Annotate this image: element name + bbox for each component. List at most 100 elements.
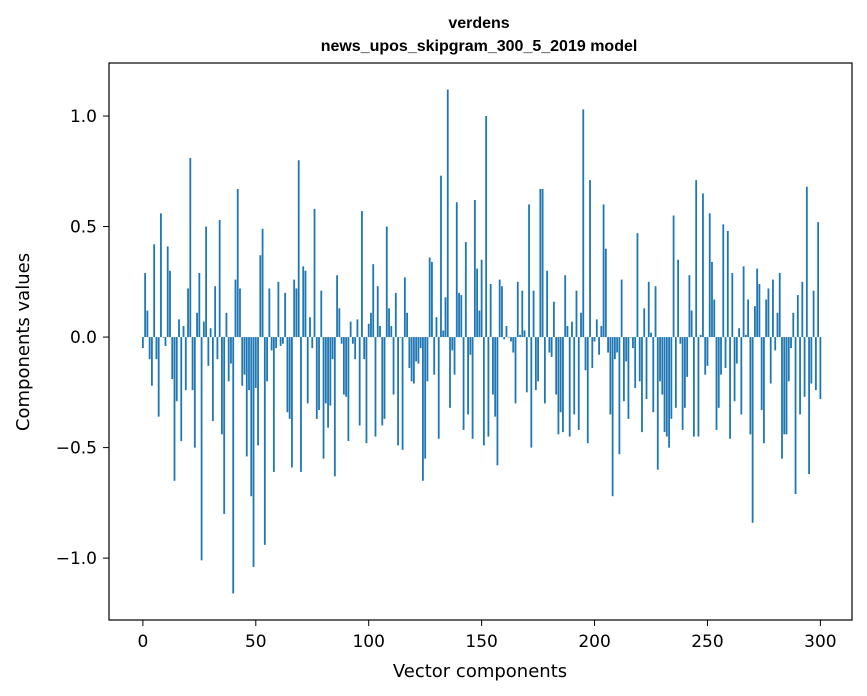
bar-component-295 [808,337,810,475]
bar-component-147 [473,200,476,338]
bar-component-17 [180,337,183,441]
bar-component-127 [428,257,431,338]
bar-component-192 [575,290,578,338]
bar-component-16 [178,319,180,338]
bar-component-205 [604,248,607,338]
bar-component-215 [627,337,630,419]
bar-component-25 [198,272,201,338]
bar-component-285 [785,337,788,435]
bar-component-114 [399,337,402,338]
bar-component-3 [148,337,151,360]
bar-component-226 [652,337,655,413]
bar-component-280 [774,337,777,351]
bar-component-84 [331,337,334,360]
bar-component-153 [487,337,490,437]
bar-component-52 [259,255,262,338]
bar-component-201 [595,319,598,338]
bar-component-85 [333,337,336,477]
bar-component-126 [426,337,429,382]
bar-component-218 [634,337,637,388]
bar-component-125 [424,337,427,459]
chart-subtitle: news_upos_skipgram_300_5_2019 model [321,38,638,55]
bar-component-164 [512,337,515,353]
y-axis-ticks: −1.0 −0.5 0.0 0.5 1.0 [56,107,109,569]
bar-component-154 [489,284,492,338]
bar-component-175 [537,337,539,382]
bar-component-254 [715,337,718,430]
bar-component-86 [336,275,338,338]
bar-component-238 [679,337,682,344]
bar-component-128 [431,261,433,338]
bar-component-41 [234,279,237,338]
bar-component-185 [559,337,562,413]
bar-component-237 [677,259,680,338]
bar-component-230 [661,337,664,395]
bar-component-99 [365,337,368,444]
y-tick-label: 0.0 [70,328,97,348]
bar-component-137 [451,337,454,351]
bar-component-193 [577,337,580,430]
y-tick-label: 1.0 [70,107,97,127]
bar-component-290 [796,295,799,338]
bar-component-29 [207,337,210,366]
y-axis-label: Components values [13,253,34,431]
bar-component-263 [735,337,738,364]
bar-component-203 [600,326,603,338]
x-tick-label: 300 [804,632,836,652]
bar-component-183 [555,337,558,395]
bar-component-123 [419,337,422,349]
bar-component-299 [817,222,820,338]
bar-component-53 [261,228,264,338]
bar-component-0 [141,337,144,349]
bar-component-286 [787,337,790,382]
bar-component-167 [519,334,521,338]
bar-component-300 [819,337,822,399]
bar-component-283 [781,337,783,459]
bar-component-160 [503,337,506,340]
bar-component-76 [313,208,316,338]
bar-component-252 [711,261,713,338]
bar-component-249 [704,337,707,375]
bar-component-77 [315,337,318,419]
bar-component-288 [792,312,795,338]
bar-component-162 [507,337,510,338]
bar-component-42 [236,188,239,338]
bar-component-104 [376,286,379,338]
bar-component-7 [157,337,160,417]
bar-component-257 [722,224,725,338]
bar-component-293 [803,337,806,397]
bar-component-66 [291,337,293,468]
bar-component-165 [514,337,517,404]
bar-component-24 [196,312,198,338]
bar-component-292 [801,281,804,338]
x-tick-label: 150 [465,632,497,652]
x-tick-label: 0 [137,632,148,652]
bar-component-83 [329,337,332,406]
bar-component-281 [776,312,779,338]
bar-component-116 [403,277,406,338]
bar-component-91 [347,337,350,441]
bar-component-256 [720,337,722,375]
bar-component-223 [645,337,648,399]
bar-component-79 [320,290,323,338]
bar-component-195 [582,109,585,338]
bar-component-210 [616,337,619,353]
bar-component-101 [370,312,372,338]
bar-component-10 [164,337,167,346]
bar-component-200 [593,337,596,342]
bar-component-129 [433,337,436,375]
bar-component-2 [146,310,149,338]
bar-component-144 [467,337,469,415]
bar-component-61 [279,337,282,346]
bar-component-181 [550,337,553,357]
bar-component-174 [534,337,537,391]
bar-component-184 [557,337,560,435]
bar-component-48 [250,337,253,497]
bar-component-65 [288,337,291,419]
bar-component-46 [245,337,248,457]
bar-component-108 [385,226,388,338]
bar-component-71 [302,266,305,338]
bar-component-166 [516,281,519,338]
bar-component-217 [632,337,634,349]
